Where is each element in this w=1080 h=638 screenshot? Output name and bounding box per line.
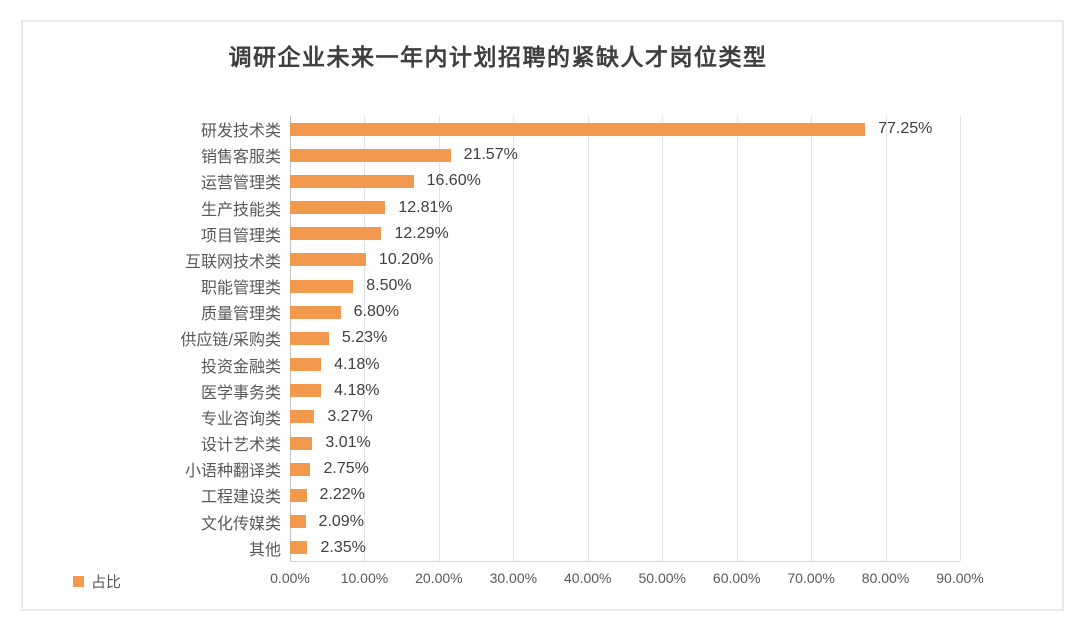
plot-area: 研发技术类 77.25% 销售客服类 21.57% 运营管理类 16.60% 生产技能类 12… (181, 116, 984, 586)
x-tick-label: 10.00% (340, 570, 389, 586)
category-label: 供应链/采购类 (180, 332, 281, 350)
bar-row: 销售客服类 21.57% (201, 142, 960, 168)
x-tick-label: 70.00% (787, 570, 835, 586)
bar (290, 410, 315, 424)
x-tick-label: 0.00% (270, 570, 310, 586)
legend-label: 占比 (91, 574, 122, 591)
bar-row: 互联网技术类 10.20% (185, 247, 960, 273)
x-tick-label: 50.00% (638, 570, 686, 586)
bar (290, 331, 329, 345)
x-tick-label: 60.00% (712, 570, 761, 586)
bar-row: 工程建设类 2.22% (201, 482, 960, 508)
category-label: 小语种翻译类 (184, 463, 281, 481)
value-label: 2.75% (323, 460, 369, 478)
gridline (438, 116, 440, 561)
bar (290, 174, 414, 188)
bar (290, 384, 322, 398)
category-label: 投资金融类 (200, 358, 281, 376)
bar-row: 项目管理类 12.29% (201, 221, 960, 247)
value-label: 2.09% (318, 512, 364, 530)
value-label: 2.35% (320, 538, 366, 556)
category-label: 研发技术类 (200, 123, 281, 141)
bar-row: 投资金融类 4.18% (201, 352, 960, 378)
bar (290, 305, 341, 319)
value-label: 4.18% (334, 355, 380, 373)
gridline (587, 116, 589, 561)
value-label: 12.81% (398, 198, 453, 216)
bar (290, 122, 866, 136)
value-label: 21.57% (463, 146, 518, 164)
bar (290, 148, 451, 162)
bar-row: 生产技能类 12.81% (201, 195, 960, 221)
category-label: 职能管理类 (200, 280, 281, 298)
value-label: 16.60% (426, 172, 481, 190)
value-label: 6.80% (353, 303, 399, 321)
bar-row: 医学事务类 4.18% (201, 378, 960, 404)
bar (290, 541, 308, 555)
x-tick-label: 80.00% (861, 570, 910, 586)
value-label: 10.20% (378, 250, 434, 268)
category-label: 文化传媒类 (200, 515, 281, 533)
gridline (364, 116, 366, 561)
bar-row: 供应链/采购类 5.23% (181, 325, 960, 351)
category-label: 生产技能类 (200, 201, 281, 219)
chart-card: 调研企业未来一年内计划招聘的紧缺人才岗位类型 研发技术类 77.25% 销售客服类 2… (21, 20, 1064, 611)
bar (290, 201, 386, 215)
category-label: 工程建设类 (200, 489, 281, 507)
category-label: 其他 (248, 541, 281, 559)
bar (290, 488, 307, 502)
value-label: 5.23% (341, 329, 388, 347)
bar (290, 358, 322, 372)
gridline (885, 116, 887, 561)
x-tick-label: 40.00% (564, 570, 612, 586)
x-tick-label: 30.00% (489, 570, 538, 586)
bar (290, 279, 354, 293)
chart-title: 调研企业未来一年内计划招聘的紧缺人才岗位类型 (228, 44, 768, 70)
category-label: 设计艺术类 (200, 437, 281, 455)
bar (290, 436, 313, 450)
bar (290, 462, 311, 476)
bar-row: 专业咨询类 3.27% (201, 404, 960, 430)
bar (290, 515, 306, 529)
bar-row: 小语种翻译类 2.75% (185, 456, 960, 482)
gridline (513, 116, 515, 561)
category-label: 互联网技术类 (184, 253, 281, 271)
gridline (736, 116, 738, 561)
category-label: 医学事务类 (200, 384, 281, 402)
bar-row: 质量管理类 6.80% (201, 299, 960, 325)
value-label: 2.22% (319, 486, 365, 504)
value-label: 3.27% (327, 407, 373, 425)
bar-row: 文化传媒类 2.09% (201, 509, 960, 535)
bar-row: 研发技术类 77.25% (201, 116, 960, 142)
legend: 占比 (73, 571, 121, 592)
gridline (662, 116, 664, 561)
value-label: 8.50% (366, 277, 412, 295)
category-label: 项目管理类 (200, 227, 281, 245)
bar (290, 227, 382, 241)
value-label: 77.25% (878, 120, 933, 138)
x-tick-label: 20.00% (415, 570, 463, 586)
value-label: 4.18% (334, 381, 380, 399)
bar (290, 253, 366, 267)
bar-row: 其他 2.35% (249, 535, 960, 561)
bar-row: 职能管理类 8.50% (201, 273, 960, 299)
x-axis: 0.00% 10.00% 20.00% 30.00% 40.00% 50.00% 60.00… (270, 561, 984, 593)
category-label: 专业咨询类 (200, 410, 281, 428)
category-label: 运营管理类 (200, 175, 281, 193)
category-label: 销售客服类 (200, 149, 281, 167)
legend-swatch (73, 576, 84, 587)
bar-row: 设计艺术类 3.01% (201, 430, 960, 456)
gridline (811, 116, 813, 561)
gridline (960, 116, 961, 561)
value-label: 12.29% (394, 224, 449, 242)
bar-row: 运营管理类 16.60% (201, 168, 960, 194)
value-label: 3.01% (325, 434, 371, 452)
x-tick-label: 90.00% (936, 570, 984, 586)
category-label: 质量管理类 (200, 306, 281, 324)
bar-rows: 研发技术类 77.25% 销售客服类 21.57% 运营管理类 16.60% 生产技能类 12… (181, 116, 960, 561)
